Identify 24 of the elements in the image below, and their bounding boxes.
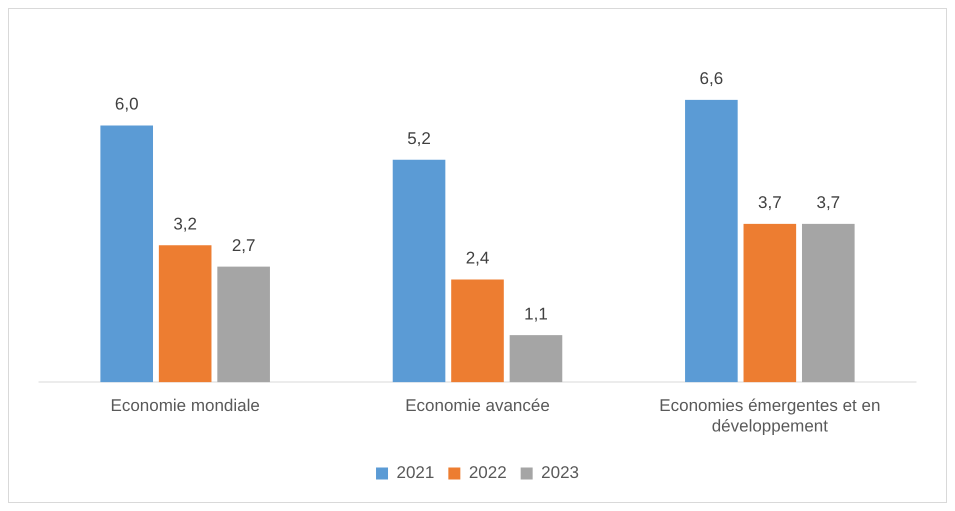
legend-label: 2021 (396, 463, 434, 482)
x-tick-label: Economies émergentes et en développement (659, 396, 880, 436)
legend-label: 2022 (468, 463, 507, 482)
bar (451, 280, 504, 382)
data-label: 2,4 (466, 248, 490, 268)
bar (100, 126, 154, 382)
data-label: 2,7 (232, 236, 256, 255)
bar (802, 224, 855, 382)
data-label: 6,6 (700, 69, 724, 88)
x-tick-label: Economie mondiale (110, 396, 260, 416)
data-label: 3,7 (816, 193, 840, 212)
bar (158, 245, 212, 382)
data-label: 3,7 (758, 193, 782, 212)
data-label: 1,1 (524, 304, 548, 324)
data-label: 5,2 (407, 128, 431, 148)
bar (392, 160, 446, 382)
data-label: 6,0 (114, 94, 139, 114)
bar (510, 335, 562, 382)
data-label: 3,2 (173, 214, 197, 234)
bar (744, 224, 796, 382)
legend-label: 2023 (541, 463, 579, 482)
bar (685, 100, 738, 382)
x-tick-label: Economie avancée (405, 396, 550, 416)
bar (217, 266, 270, 382)
